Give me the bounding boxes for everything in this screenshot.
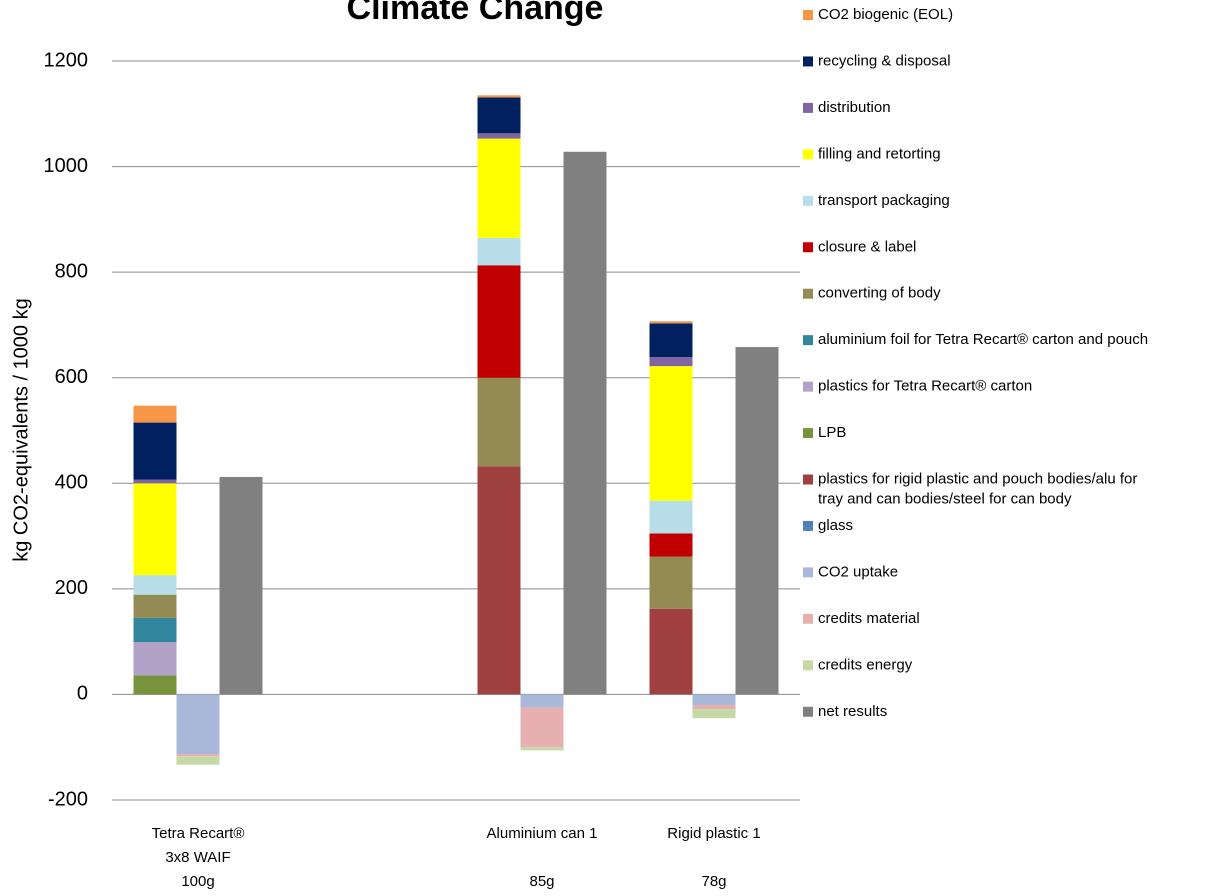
grid (112, 60, 800, 801)
x-tick-label: Aluminium can 1 85g (487, 825, 598, 890)
bar-segment (477, 466, 521, 695)
y-tick-label: 200 (55, 577, 88, 599)
legend-swatch (803, 242, 813, 253)
legend-swatch (803, 474, 813, 485)
legend-label: CO2 biogenic (EOL) (818, 6, 953, 23)
legend-swatch (803, 10, 813, 20)
bar-segment (649, 366, 693, 501)
legend-swatch (803, 288, 813, 299)
legend-label: converting of body (818, 285, 941, 302)
legend-swatch (803, 428, 813, 439)
legend-swatch (803, 381, 813, 392)
bar-segment (692, 694, 736, 705)
bar-segment (477, 95, 521, 98)
bar-segment (520, 694, 564, 708)
legend-label: recycling & disposal (818, 52, 951, 69)
bar-segment (133, 483, 177, 576)
legend-swatch (803, 660, 813, 671)
legend-swatch (803, 149, 813, 160)
y-tick-label: 600 (55, 366, 88, 388)
bar-segment (133, 642, 177, 676)
legend-label: filling and retorting (818, 145, 941, 162)
bar-segment (176, 694, 220, 755)
legend-swatch (803, 102, 813, 113)
bar-segment (649, 357, 693, 367)
bar-segment (692, 709, 736, 719)
bar-segment (133, 594, 177, 618)
bar (735, 347, 779, 695)
bar (219, 476, 263, 695)
bar-segment (477, 265, 521, 378)
legend-swatch (803, 706, 813, 717)
bar-segment (477, 97, 521, 134)
bar-segment (176, 754, 220, 757)
legend-label: net results (818, 703, 887, 720)
bar-segment (133, 617, 177, 643)
x-tick-label: Rigid plastic 1 78g (667, 825, 760, 890)
bar-segment (133, 575, 177, 595)
y-tick-label: 800 (55, 260, 88, 282)
legend-label: LPB (818, 424, 846, 441)
bar-segment (133, 675, 177, 695)
legend-label: aluminium foil for Tetra Recart® carton … (818, 331, 1148, 348)
legend-label: CO2 uptake (818, 563, 898, 580)
legend-swatch (803, 520, 813, 531)
legend-label: closure & label (818, 238, 916, 255)
bar-segment (133, 479, 177, 484)
y-tick-label: 1200 (44, 49, 89, 71)
y-axis-label: kg CO2-equivalents / 1000 kg (10, 298, 32, 562)
legend-swatch (803, 335, 813, 346)
bar-segment (477, 237, 521, 266)
chart-title: Climate Change (347, 0, 604, 27)
legend-label: credits energy (818, 656, 913, 673)
y-tick-label: -200 (48, 788, 88, 810)
bar-segment (649, 556, 693, 609)
bar-segment (477, 133, 521, 139)
legend-label: transport packaging (818, 192, 950, 209)
legend-label: plastics for Tetra Recart® carton (818, 378, 1032, 395)
legend-swatch (803, 567, 813, 578)
bar-segment (176, 756, 220, 765)
legend-label: plastics for rigid plastic and pouch bod… (818, 470, 1137, 507)
bar-segment (520, 747, 564, 751)
bars (133, 95, 779, 765)
legend-swatch (803, 613, 813, 624)
bar-segment (133, 405, 177, 423)
axis: -200 0 200 400 600 800 1000 1200 Tetra Recart® 3x… (44, 49, 761, 890)
bar-segment (477, 138, 521, 238)
y-tick-label: 0 (77, 683, 88, 705)
bar-segment (477, 377, 521, 467)
bar-segment (692, 704, 736, 710)
legend: CO2 biogenic (EOL) recycling & disposal di… (803, 6, 1148, 720)
bar (563, 151, 607, 695)
x-tick-label: Tetra Recart® 3x8 WAIF 100g (152, 825, 245, 890)
y-tick-label: 1000 (44, 155, 89, 177)
bar-segment (649, 533, 693, 557)
bar-segment (520, 707, 564, 748)
legend-swatch (803, 56, 813, 67)
y-tick-label: 400 (55, 472, 88, 494)
bar-segment (649, 321, 693, 324)
bar-segment (649, 323, 693, 358)
legend-label: credits material (818, 610, 920, 627)
legend-swatch (803, 195, 813, 206)
legend-label: distribution (818, 99, 891, 116)
bar-segment (649, 608, 693, 695)
bar-segment (133, 422, 177, 480)
bar-segment (649, 500, 693, 534)
legend-label: glass (818, 517, 853, 534)
